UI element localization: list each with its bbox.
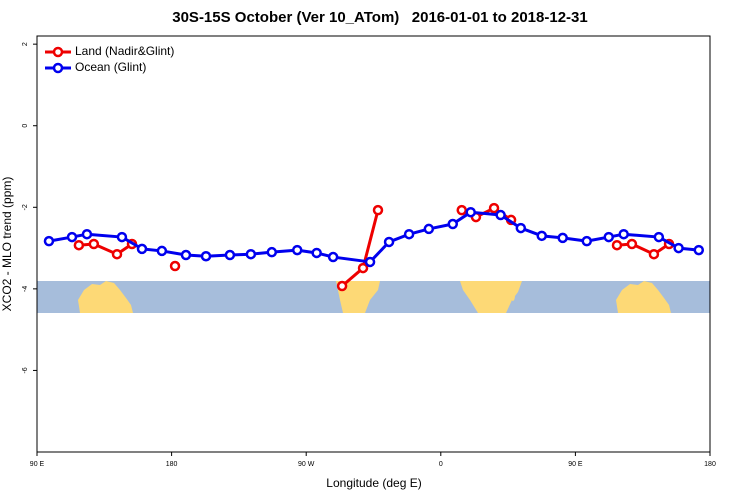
series-marker xyxy=(673,242,684,254)
series-marker xyxy=(224,249,236,261)
series-marker xyxy=(648,248,660,260)
legend-marker xyxy=(52,46,64,58)
x-axis-label: Longitude (deg E) xyxy=(326,476,421,490)
chart-title: 30S-15S October (Ver 10_ATom) 2016-01-01… xyxy=(172,9,587,26)
series-marker xyxy=(311,247,322,259)
x-tick-label: 180 xyxy=(166,461,178,468)
map-strip xyxy=(37,281,710,313)
y-tick-label: 0 xyxy=(22,124,29,128)
series-marker xyxy=(88,238,100,250)
y-tick-label: -6 xyxy=(22,367,29,373)
series-marker xyxy=(66,231,78,243)
x-tick-label: 0 xyxy=(439,461,443,468)
x-tick-label: 90 E xyxy=(568,461,583,468)
x-tick-label: 90 E xyxy=(30,461,45,468)
series-marker xyxy=(465,206,476,218)
series-marker xyxy=(336,280,348,292)
x-tick-label: 180 xyxy=(704,461,716,468)
series-marker xyxy=(653,231,665,243)
y-tick-label: 2 xyxy=(22,42,29,46)
series-marker xyxy=(266,246,278,258)
series-marker xyxy=(169,260,181,272)
series-marker xyxy=(245,248,257,260)
series-marker xyxy=(495,209,506,221)
series-line xyxy=(78,206,670,288)
series-marker xyxy=(357,262,369,274)
series-marker xyxy=(693,244,705,256)
series-marker xyxy=(557,232,568,244)
series-marker xyxy=(364,256,376,268)
series-marker xyxy=(626,238,638,250)
series-marker xyxy=(447,218,459,230)
series-marker xyxy=(327,251,339,263)
series-marker xyxy=(611,239,623,251)
legend-label: Ocean (Glint) xyxy=(75,60,146,74)
series-marker xyxy=(111,248,123,260)
series-marker xyxy=(291,244,303,256)
series-marker xyxy=(423,223,435,235)
continents xyxy=(78,281,671,313)
series-marker xyxy=(156,245,168,257)
y-tick-label: -4 xyxy=(22,286,29,292)
y-axis-label: XCO2 - MLO trend (ppm) xyxy=(0,177,14,312)
series-marker xyxy=(536,230,547,242)
series-line xyxy=(48,210,699,264)
series-marker xyxy=(403,228,415,240)
series-marker xyxy=(581,235,593,247)
series-marker xyxy=(116,231,128,243)
legend-marker xyxy=(52,62,64,74)
series-marker xyxy=(488,202,500,214)
plot-frame xyxy=(36,35,711,453)
series-marker xyxy=(618,228,629,240)
series-marker xyxy=(603,231,615,243)
series-marker xyxy=(73,239,85,251)
series-marker xyxy=(81,228,93,240)
x-tick-label: 90 W xyxy=(298,461,315,468)
series-marker xyxy=(456,204,467,216)
y-tick-label: -2 xyxy=(22,204,29,210)
series-marker xyxy=(200,250,212,262)
series-marker xyxy=(372,204,384,216)
series-marker xyxy=(136,243,148,255)
series-marker xyxy=(180,249,192,261)
legend-label: Land (Nadir&Glint) xyxy=(75,44,174,58)
series-marker xyxy=(383,236,395,248)
series-marker xyxy=(43,235,55,247)
series-marker xyxy=(515,222,527,234)
